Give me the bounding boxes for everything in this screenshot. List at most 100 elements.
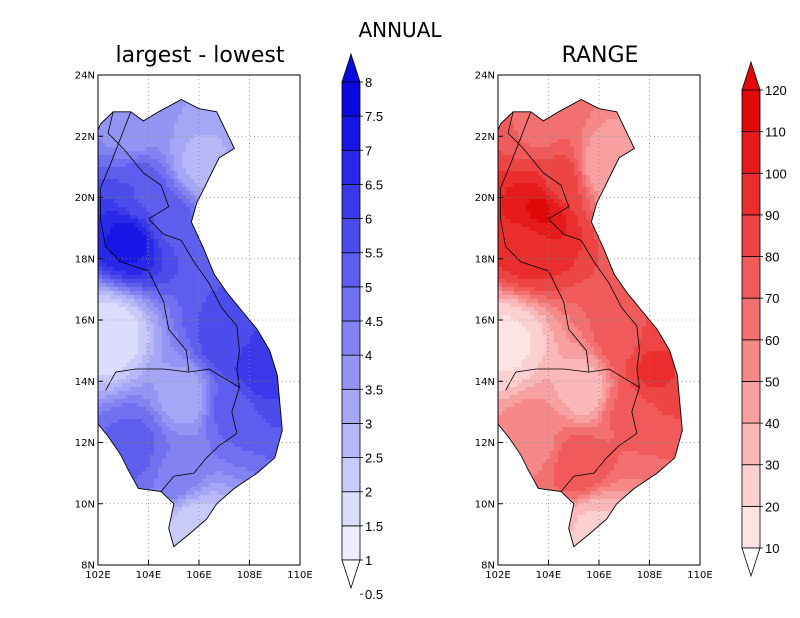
colorbar-box bbox=[341, 320, 361, 356]
x-tick-label: 102E bbox=[85, 570, 110, 581]
colorbar-label: 7 bbox=[365, 143, 372, 158]
shaded-field-right bbox=[498, 99, 683, 547]
colorbar-box bbox=[341, 354, 361, 390]
colorbar-label: 6.5 bbox=[365, 177, 383, 192]
colorbar-label: 110 bbox=[765, 125, 786, 140]
colorbar-right: 120 110 100 90 80 70 60 50 40 30 20 10 bbox=[741, 60, 787, 578]
colorbar-label: 1.5 bbox=[365, 519, 383, 534]
colorbar-label: 60 bbox=[765, 333, 779, 348]
y-tick-label: 12N bbox=[475, 438, 495, 449]
colorbar-label: 8 bbox=[365, 75, 372, 90]
colorbar-label: 1 bbox=[365, 553, 372, 568]
country-border-left-2 bbox=[105, 368, 189, 391]
y-tick-label: 20N bbox=[75, 193, 95, 204]
x-tick-label: 104E bbox=[536, 570, 561, 581]
y-tick-label: 24N bbox=[75, 71, 95, 82]
x-tick-label: 108E bbox=[237, 570, 262, 581]
country-border-left-0 bbox=[107, 111, 240, 388]
colorbar-label: 30 bbox=[765, 458, 779, 473]
colorbar-label: 5.5 bbox=[365, 246, 383, 261]
y-tick-label: 22N bbox=[75, 132, 95, 143]
colorbar-box bbox=[341, 457, 361, 493]
colorbar-label: 4 bbox=[365, 348, 372, 363]
colorbar-box bbox=[341, 525, 361, 561]
colorbar-box bbox=[741, 256, 761, 299]
colorbar-label: 3 bbox=[365, 416, 372, 431]
y-tick-label: 14N bbox=[475, 377, 495, 388]
y-tick-label: 14N bbox=[75, 377, 95, 388]
coastline-right bbox=[497, 98, 683, 548]
colorbar-box bbox=[341, 423, 361, 458]
shaded-field-left bbox=[98, 99, 283, 547]
panel-title-left: largest - lowest bbox=[116, 43, 285, 68]
colorbar-box bbox=[341, 218, 361, 254]
colorbar-label: 10 bbox=[765, 541, 779, 556]
map-panel-left: largest - lowest 102E 104E 106E 108E 110E 8N 1… bbox=[75, 43, 383, 602]
y-tick-label: 20N bbox=[475, 193, 495, 204]
x-tick-label: 110E bbox=[687, 570, 712, 581]
colorbar-box bbox=[341, 115, 361, 151]
colorbar-min-triangle bbox=[341, 559, 361, 590]
x-tick-label: 104E bbox=[136, 570, 161, 581]
x-tick-label: 108E bbox=[637, 570, 662, 581]
colorbar-box bbox=[341, 388, 361, 424]
y-tick-label: 16N bbox=[475, 316, 495, 327]
map-panel-right: RANGE 102E 104E 106E 108E 110E 8N 10N 12N 14N 16N… bbox=[475, 43, 787, 581]
colorbar-left: 8 7.5 7 6.5 6 5.5 5 4.5 4 3.5 3 2.5 2 1.5 1 0.5 bbox=[341, 52, 383, 602]
colorbar-box bbox=[741, 214, 761, 257]
colorbar-box bbox=[341, 149, 361, 185]
colorbar-max-triangle bbox=[741, 60, 761, 91]
colorbar-box bbox=[341, 491, 361, 527]
colorbar-box bbox=[341, 252, 361, 288]
colorbar-min-triangle bbox=[741, 547, 761, 578]
colorbar-label: 2.5 bbox=[365, 451, 383, 466]
colorbar-box bbox=[741, 172, 761, 216]
colorbar-box bbox=[341, 81, 361, 117]
colorbar-label: 4.5 bbox=[365, 314, 383, 329]
colorbar-label: 90 bbox=[765, 208, 779, 223]
colorbar-label: 20 bbox=[765, 499, 779, 514]
grid-left bbox=[98, 75, 300, 565]
panel-title-right: RANGE bbox=[562, 43, 639, 68]
colorbar-label: 0.5 bbox=[365, 587, 383, 602]
country-border-right-0 bbox=[507, 111, 640, 388]
colorbar-label: 80 bbox=[765, 250, 779, 265]
colorbar-label: 7.5 bbox=[365, 109, 383, 124]
colorbar-box bbox=[741, 131, 761, 174]
colorbar-label: 3.5 bbox=[365, 382, 383, 397]
map-area-left: 102E 104E 106E 108E 110E 8N 10N 12N 14N 16N 18N 20N… bbox=[75, 71, 313, 582]
country-border-right-2 bbox=[505, 368, 589, 391]
colorbar-label: 50 bbox=[765, 374, 779, 389]
colorbar-box bbox=[741, 297, 761, 341]
x-tick-label: 110E bbox=[287, 570, 312, 581]
grid-right bbox=[498, 75, 700, 565]
colorbar-box bbox=[741, 339, 761, 382]
x-tick-label: 106E bbox=[586, 570, 611, 581]
colorbar-label: 2 bbox=[365, 485, 372, 500]
map-area-right: 102E 104E 106E 108E 110E 8N 10N 12N 14N 16N 18N 20N… bbox=[475, 71, 713, 582]
colorbar-box bbox=[741, 505, 761, 549]
y-tick-label: 22N bbox=[475, 132, 495, 143]
y-tick-label: 24N bbox=[475, 71, 495, 82]
colorbar-box bbox=[741, 464, 761, 507]
colorbar-max-triangle bbox=[341, 52, 361, 83]
y-tick-label: 10N bbox=[475, 499, 495, 510]
y-tick-label: 18N bbox=[475, 254, 495, 265]
y-tick-label: 8N bbox=[81, 561, 95, 572]
y-tick-label: 8N bbox=[481, 561, 495, 572]
colorbar-label: 70 bbox=[765, 291, 779, 306]
colorbar-box bbox=[741, 422, 761, 466]
y-tick-label: 12N bbox=[75, 438, 95, 449]
colorbar-label: 100 bbox=[765, 166, 787, 181]
y-tick-label: 16N bbox=[75, 316, 95, 327]
country-border-right-3 bbox=[560, 387, 640, 492]
x-tick-label: 106E bbox=[186, 570, 211, 581]
country-border-left-3 bbox=[160, 387, 240, 492]
coastline-left bbox=[97, 98, 283, 548]
colorbar-label: 6 bbox=[365, 212, 372, 227]
x-tick-label: 102E bbox=[485, 570, 510, 581]
colorbar-box bbox=[741, 381, 761, 424]
y-tick-label: 18N bbox=[75, 254, 95, 265]
colorbar-label: 40 bbox=[765, 416, 779, 431]
